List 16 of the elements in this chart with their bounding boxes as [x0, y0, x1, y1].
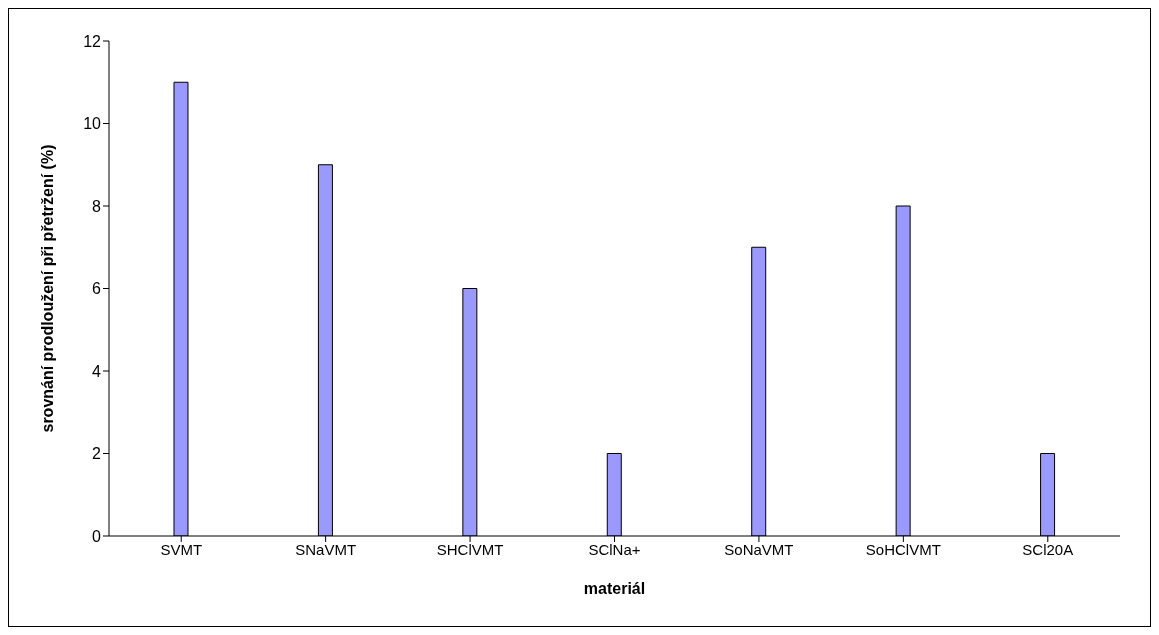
x-tick-label: SVMT	[160, 540, 203, 558]
x-axis-title: materiál	[583, 580, 646, 597]
y-tick-label: 8	[92, 197, 102, 215]
x-tick-label: SNaVMT	[295, 540, 357, 558]
y-tick-label: 4	[92, 362, 102, 380]
x-tick-label: SCl20A	[1022, 540, 1074, 558]
x-tick-label: SoHClVMT	[865, 540, 941, 558]
y-tick-label: 2	[92, 445, 102, 463]
y-tick-label: 0	[92, 527, 102, 545]
x-tick-label: SHClVMT	[436, 540, 504, 558]
y-tick-label: 12	[83, 32, 102, 50]
y-axis-title: srovnání prodloužení při přetržení (%)	[38, 144, 56, 433]
x-tick-label: SoNaVMT	[724, 540, 794, 558]
y-tick-label: 10	[83, 115, 102, 133]
x-tick-label: SClNa+	[588, 540, 641, 558]
y-tick-label: 6	[92, 280, 102, 298]
